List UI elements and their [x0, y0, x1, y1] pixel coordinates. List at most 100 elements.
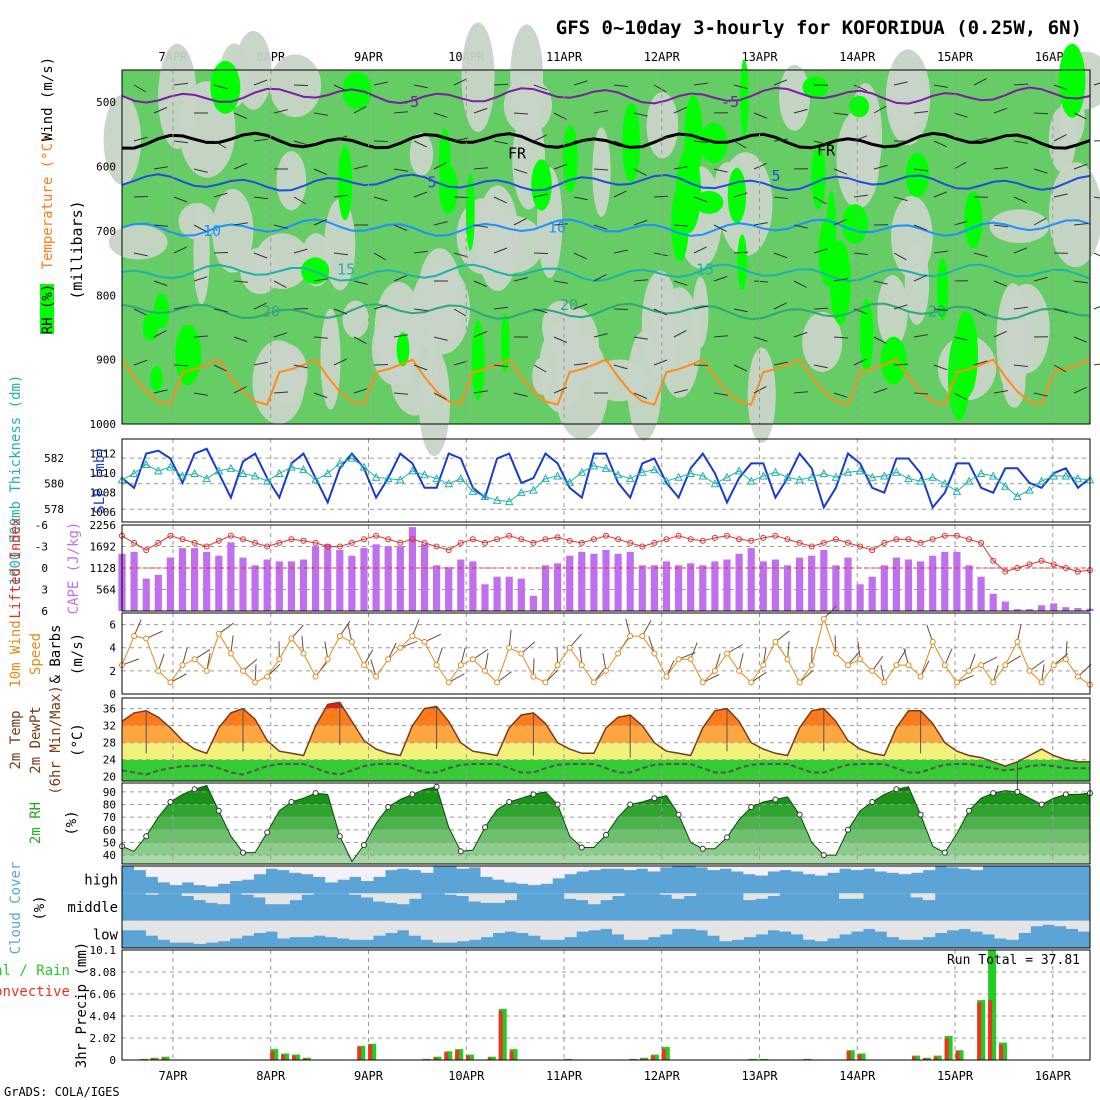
wind-barb	[1033, 276, 1048, 282]
contour-label: FR	[817, 141, 836, 159]
li-point	[530, 539, 537, 546]
thickness-point	[456, 474, 466, 483]
rh-dry-region	[658, 287, 701, 398]
wind-barb	[413, 364, 428, 371]
rh-point	[288, 799, 295, 805]
li-point	[857, 543, 864, 550]
wind-barb	[173, 246, 187, 254]
cloud-cell	[205, 866, 219, 887]
rh-point	[143, 833, 150, 840]
cape-bar	[711, 561, 719, 611]
cloud-cell	[922, 893, 936, 901]
li-point	[131, 539, 138, 546]
precip-convective-bar	[161, 1057, 166, 1060]
cloud-cell	[528, 866, 541, 886]
cloud-cell	[325, 920, 338, 938]
cape-bar	[215, 555, 223, 611]
rh-dry-region	[212, 188, 254, 273]
thickness-point	[819, 468, 829, 477]
li-point	[796, 539, 803, 546]
rh-point	[724, 834, 730, 841]
cloud-cell	[731, 920, 744, 940]
cloud-cell	[432, 920, 446, 943]
rh-point	[264, 829, 271, 836]
rh-moist-region	[471, 320, 485, 401]
rh-moist-region	[727, 167, 747, 224]
cloud-cell	[504, 866, 517, 883]
credit-label: GrADS: COLA/IGES	[4, 1085, 120, 1099]
cloud-cell	[540, 866, 553, 884]
wind-speed-point	[784, 656, 791, 663]
li-point	[639, 543, 646, 550]
cloud-cell	[277, 893, 290, 905]
cloud-cell	[659, 866, 673, 868]
cloud-cell	[600, 893, 613, 901]
date-label-top: 12APR	[644, 50, 681, 64]
cloud-cell	[755, 893, 768, 899]
cloud-cell	[659, 920, 673, 935]
cloud-cell	[1006, 920, 1019, 940]
cloud-cell	[265, 866, 278, 869]
wind-barb	[833, 392, 848, 398]
wind-barb	[193, 335, 209, 338]
cloud-cell	[325, 866, 338, 883]
precip-tick: 8.08	[90, 966, 117, 979]
slp-tick: 1010	[90, 467, 117, 480]
rh-dry-region	[476, 185, 520, 292]
ylabel-rh: RH (%)	[40, 284, 56, 335]
li-point	[385, 536, 392, 543]
li-point	[869, 547, 876, 554]
cloud-cell	[313, 866, 326, 877]
wind-barb	[853, 194, 868, 198]
wind-barb	[693, 196, 708, 203]
wind-barb	[273, 109, 288, 114]
cloud-cell	[647, 920, 661, 938]
thickness-point	[311, 475, 320, 484]
wind-barb	[493, 364, 508, 368]
rh-point	[385, 804, 392, 810]
precip-total-bar	[422, 1058, 431, 1060]
cloud-cell	[468, 920, 482, 940]
wind-speed-point	[155, 667, 162, 674]
wind-barb	[1093, 140, 1100, 142]
cloud-cell	[241, 866, 254, 880]
wind-barb	[726, 644, 743, 654]
li-point	[832, 536, 839, 543]
precip-convective-bar	[944, 1038, 949, 1060]
wind-barb	[733, 251, 749, 254]
rh-dry-region	[747, 347, 776, 443]
rh-dry-region	[649, 277, 667, 337]
thickness-point	[226, 463, 236, 472]
li-point	[167, 532, 174, 539]
wind-barb	[194, 649, 211, 660]
wind-barb	[813, 364, 828, 369]
panel-frame	[121, 612, 1091, 695]
temp-tick: 20	[103, 771, 116, 784]
li-point	[917, 539, 924, 546]
wind-barb	[693, 305, 708, 310]
cloud-cell	[253, 866, 266, 875]
rh-dry-region	[510, 24, 544, 128]
wind-barb	[553, 336, 568, 343]
thickness-point	[1061, 471, 1071, 480]
wind-barb	[953, 112, 968, 118]
wind-barb	[873, 387, 888, 394]
precip-convective-bar	[650, 1055, 655, 1060]
wind-barb	[953, 220, 968, 226]
date-label-bottom: 8APR	[256, 1069, 286, 1083]
wind-barb	[913, 274, 928, 282]
panel-frame	[121, 949, 1091, 1061]
cloud-cell	[886, 920, 900, 938]
wind-barb	[293, 140, 308, 146]
cloud-cell	[396, 866, 410, 869]
rh-point	[627, 801, 634, 808]
li-point	[348, 539, 355, 546]
thickness-point	[504, 497, 514, 506]
wind-barb	[193, 392, 208, 396]
wind-barb	[293, 84, 309, 86]
wind-speed-point	[808, 662, 815, 669]
precip-total-bar	[629, 1058, 638, 1060]
cloud-cell	[576, 920, 589, 932]
wind-barb	[373, 304, 388, 310]
li-point	[820, 539, 827, 546]
